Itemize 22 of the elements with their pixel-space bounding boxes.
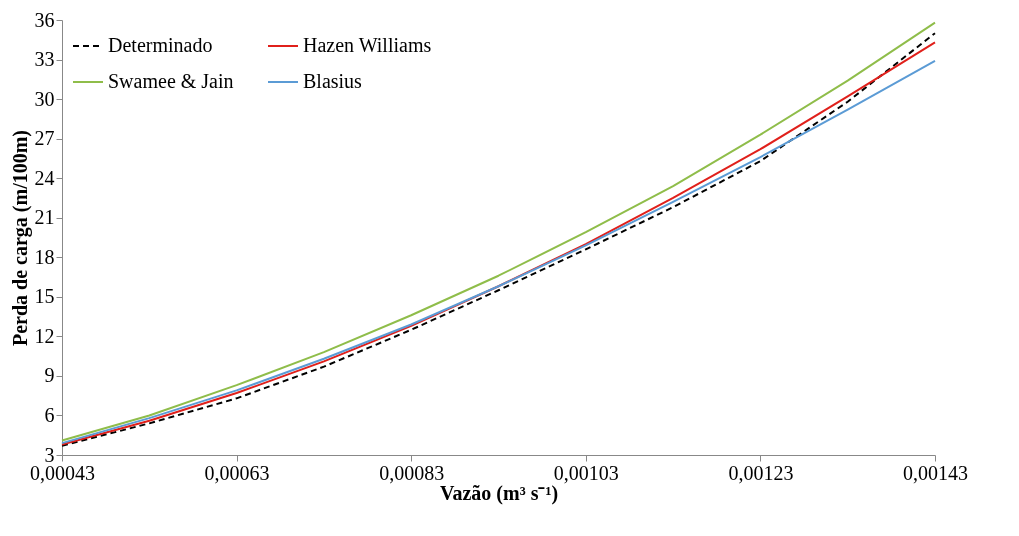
y-tick-label: 27 (34, 127, 55, 150)
x-axis-title: Vazão (m³ s⁻¹) (439, 481, 559, 505)
y-tick-label: 21 (34, 206, 55, 229)
y-tick-label: 24 (34, 166, 55, 189)
legend-label: Swamee & Jain (108, 70, 234, 92)
y-tick-label: 15 (34, 285, 55, 308)
legend-label: Determinado (108, 34, 213, 56)
x-tick-label: 0,00103 (553, 461, 619, 484)
y-tick-label: 36 (34, 8, 55, 31)
y-tick-label: 6 (44, 403, 55, 426)
legend-label: Hazen Williams (303, 34, 432, 56)
y-tick-label: 18 (34, 245, 55, 268)
x-tick-label: 0,00143 (903, 461, 968, 484)
y-tick-label: 33 (34, 48, 55, 71)
legend-label: Blasius (303, 70, 363, 92)
y-tick-label: 12 (34, 324, 55, 347)
y-axis-title: Perda de carga (m/100m) (8, 129, 32, 347)
y-tick-label: 30 (34, 87, 55, 110)
x-tick-label: 0,00083 (379, 461, 445, 484)
y-tick-label: 9 (44, 364, 55, 387)
x-tick-label: 0,00123 (728, 461, 794, 484)
x-tick-label: 0,00063 (204, 461, 270, 484)
